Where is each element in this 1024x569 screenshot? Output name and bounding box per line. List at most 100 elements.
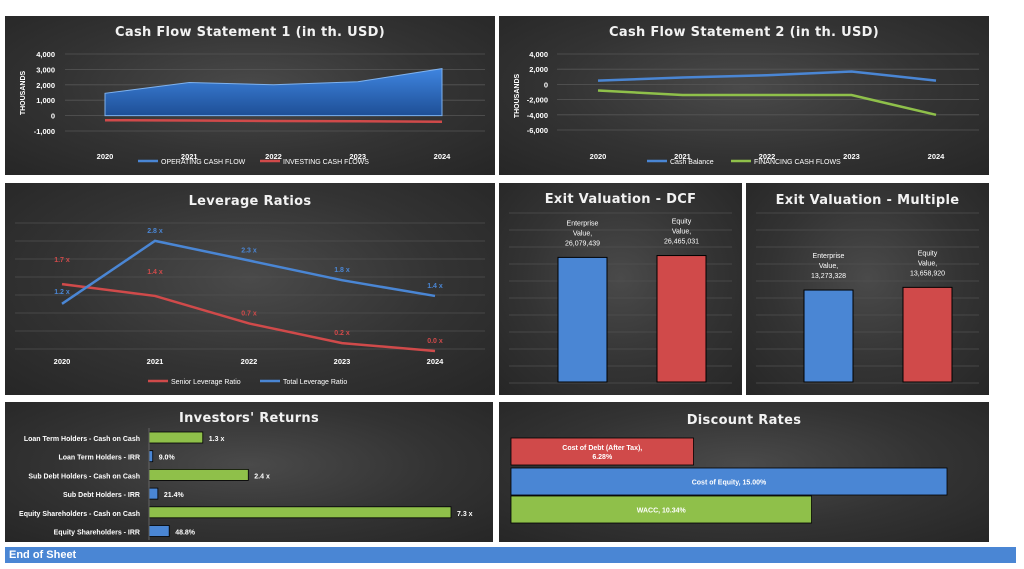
series-line [597, 89, 937, 117]
cf2-panel: Cash Flow Statement 2 (in th. USD) 4,000… [499, 16, 989, 175]
y-tick-label: -6,000 [527, 126, 548, 135]
bar-data-label: 6.28% [592, 454, 613, 461]
legend-label: Cash Balance [670, 159, 714, 166]
dcf-panel: Exit Valuation - DCF Enterprise Value, 26,… [499, 183, 742, 395]
mult-title: Exit Valuation - Multiple [775, 193, 960, 208]
discount-rate-bar [510, 495, 812, 524]
bar-data-label: 48.8% [175, 530, 196, 537]
cf2-chart: 4,000 2,000 0 -2,000 -4,000 -6,000 THOUSANDS 20… [514, 50, 979, 166]
inv-panel: Investors' Returns Loan Term Holders - C… [5, 402, 493, 542]
bar-data-label: 7.3 x [457, 511, 473, 518]
bar-data-label: Equity [918, 250, 938, 257]
operating-cash-flow-area [104, 68, 443, 117]
data-label: 0.0 x [427, 338, 443, 345]
inv-chart: Loan Term Holders - Cash on Cash 1.3 x Loa… [19, 428, 473, 540]
data-label: 1.4 x [147, 269, 163, 276]
bar-data-label: Cost of Debt (After Tax), [562, 445, 642, 452]
x-tick-label: 2020 [97, 152, 114, 161]
cf1-chart: 4,000 3,000 2,000 1,000 0 -1,000 THOUSANDS 2020… [20, 50, 485, 166]
data-label: 1.7 x [54, 257, 70, 264]
x-tick-label: 2024 [427, 357, 445, 366]
legend-label: OPERATING CASH FLOW [161, 159, 246, 166]
x-tick-label: 2023 [843, 152, 860, 161]
bar-data-label: 26,465,031 [664, 239, 699, 246]
data-label: 2.8 x [147, 228, 163, 235]
dcf-chart: Enterprise Value, 26,079,439 Equity Value, 26… [509, 212, 732, 384]
y-tick-label: 0 [51, 112, 55, 121]
bar-data-label: Value, [573, 230, 592, 237]
y-tick-label: -4,000 [527, 111, 548, 120]
y-tick-label: 2,000 [36, 81, 55, 90]
disc-panel: Discount Rates Cost of Debt (After Tax),… [499, 402, 989, 542]
y-tick-label: -1,000 [34, 127, 55, 136]
y-tick-label: 0 [544, 80, 548, 89]
legend-label: Total Leverage Ratio [283, 379, 347, 386]
y-tick-label: 4,000 [36, 50, 55, 59]
disc-chart: Cost of Debt (After Tax), 6.28% Cost of Eq… [510, 437, 948, 524]
y-axis-label: THOUSANDS [514, 74, 521, 119]
x-tick-label: 2021 [147, 357, 164, 366]
cf1-panel: Cash Flow Statement 1 (in th. USD) 4,000… [5, 16, 495, 175]
bar-data-label: 26,079,439 [565, 240, 600, 247]
lev-title: Leverage Ratios [188, 194, 312, 209]
valuation-bar [656, 255, 707, 383]
category-label: Sub Debt Holders - Cash on Cash [28, 473, 140, 480]
x-tick-label: 2022 [265, 152, 282, 161]
y-tick-label: 3,000 [36, 65, 55, 74]
data-label: 1.4 x [427, 283, 443, 290]
discount-rate-bar [510, 437, 694, 466]
legend-label: Senior Leverage Ratio [171, 379, 241, 386]
bar-data-label: Value, [672, 229, 691, 236]
bar-data-label: WACC, 10.34% [637, 508, 687, 515]
valuation-bar [902, 286, 953, 383]
y-axis-label: THOUSANDS [20, 71, 27, 116]
series-line [61, 282, 436, 353]
cf2-title: Cash Flow Statement 2 (in th. USD) [609, 25, 879, 40]
bar-data-label: 2.4 x [254, 473, 270, 480]
bar-data-label: Value, [819, 263, 838, 270]
x-tick-label: 2024 [434, 152, 452, 161]
valuation-bar [803, 289, 854, 383]
bar-data-label: 1.3 x [209, 436, 225, 443]
x-tick-label: 2021 [674, 152, 691, 161]
bar-data-label: Enterprise [813, 253, 845, 260]
return-bar [148, 431, 204, 444]
data-label: 1.2 x [54, 289, 70, 296]
bar-data-label: 21.4% [164, 492, 185, 499]
category-label: Loan Term Holders - IRR [58, 455, 140, 462]
category-label: Equity Shareholders - Cash on Cash [19, 511, 140, 518]
category-label: Equity Shareholders - IRR [54, 530, 140, 537]
disc-title: Discount Rates [686, 413, 802, 428]
return-bar [148, 525, 170, 537]
x-tick-label: 2023 [349, 152, 366, 161]
bar-data-label: 13,273,328 [811, 273, 846, 280]
bar-data-label: 13,658,920 [910, 270, 945, 277]
x-tick-label: 2024 [928, 152, 946, 161]
discount-rate-bar [510, 467, 948, 496]
mult-panel: Exit Valuation - Multiple Enterprise Valu… [746, 183, 989, 395]
category-label: Sub Debt Holders - IRR [63, 492, 140, 499]
y-tick-label: 1,000 [36, 96, 55, 105]
x-tick-label: 2020 [54, 357, 71, 366]
inv-title: Investors' Returns [178, 411, 320, 426]
data-label: 0.7 x [241, 310, 257, 317]
bar-data-label: Enterprise [567, 220, 599, 227]
return-bar [148, 469, 249, 481]
legend-label: FINANCING CASH FLOWS [754, 159, 841, 166]
x-tick-label: 2022 [241, 357, 258, 366]
bar-data-label: Equity [672, 219, 692, 226]
series-line [597, 70, 937, 82]
y-tick-label: 2,000 [529, 65, 548, 74]
lev-panel: Leverage Ratios 1.7 x 1.4 x 0.7 x 0.2 x 0.0 … [5, 183, 495, 395]
bar-data-label: Cost of Equity, 15.00% [692, 480, 767, 487]
lev-chart: 1.7 x 1.4 x 0.7 x 0.2 x 0.0 x 1.2 x 2.8 x 2.3 x… [15, 222, 485, 386]
return-bar [148, 487, 159, 500]
return-bar [148, 450, 154, 463]
bar-data-label: 9.0% [159, 455, 176, 462]
return-bar [148, 506, 452, 519]
x-tick-label: 2020 [590, 152, 607, 161]
investing-cash-flows-line [104, 118, 443, 124]
mult-chart: Enterprise Value, 13,273,328 Equity Value, 13… [756, 212, 979, 384]
series-line [61, 239, 436, 305]
data-label: 1.8 x [334, 267, 350, 274]
